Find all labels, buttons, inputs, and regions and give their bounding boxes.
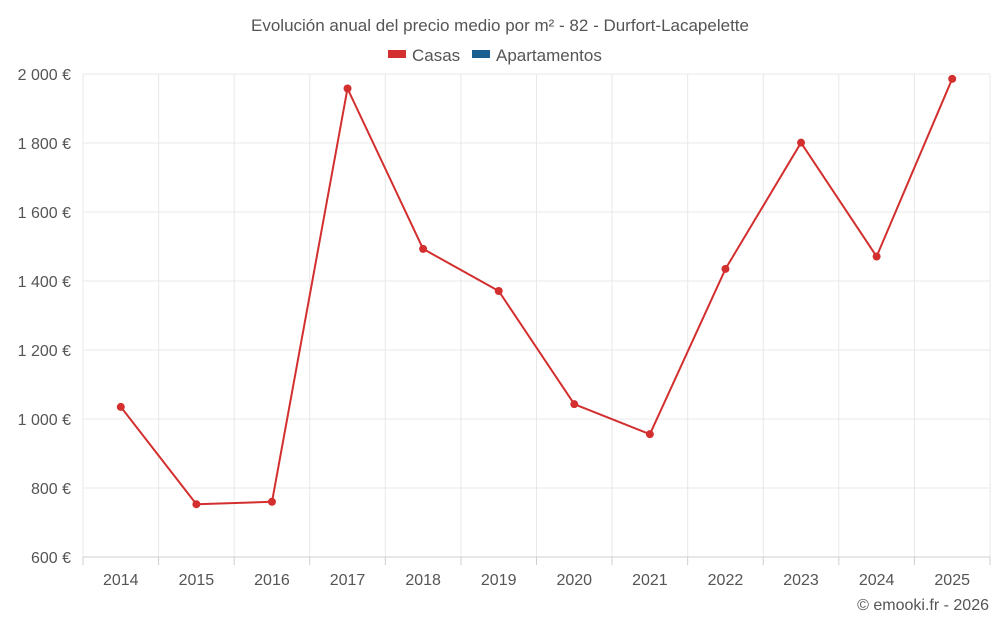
data-point-casas[interactable] xyxy=(872,252,881,261)
x-tick-label: 2018 xyxy=(405,572,441,589)
data-point-casas[interactable] xyxy=(419,244,428,253)
data-point-casas[interactable] xyxy=(645,430,654,439)
y-tick-label: 600 € xyxy=(31,550,71,567)
series-line-casas xyxy=(120,78,954,506)
axes: 600 € 800 € 1 000 € 1 200 € 1 400 € 1 600 € 1 … xyxy=(18,67,991,589)
x-tick-label: 2022 xyxy=(708,572,744,589)
y-tick-label: 1 600 € xyxy=(18,205,71,222)
chart-title: Evolución anual del precio medio por m² … xyxy=(251,16,749,35)
data-point-casas[interactable] xyxy=(570,400,579,409)
x-tick-label: 2016 xyxy=(254,572,290,589)
y-tick-label: 1 200 € xyxy=(18,343,71,360)
y-tick-label: 800 € xyxy=(31,481,71,498)
y-tick-label: 2 000 € xyxy=(18,67,71,84)
data-point-casas[interactable] xyxy=(797,138,806,147)
legend-swatch-apartamentos[interactable] xyxy=(472,50,490,58)
y-tick-label: 1 800 € xyxy=(18,136,71,153)
grid xyxy=(82,73,991,557)
data-point-casas[interactable] xyxy=(267,497,276,506)
data-point-casas[interactable] xyxy=(192,500,201,509)
x-tick-label: 2021 xyxy=(632,572,668,589)
y-tick-label: 1 400 € xyxy=(18,274,71,291)
legend-label-apartamentos[interactable]: Apartamentos xyxy=(496,46,602,65)
data-point-casas[interactable] xyxy=(116,402,125,411)
legend-swatch-casas[interactable] xyxy=(388,50,406,58)
y-tick-label: 1 000 € xyxy=(18,412,71,429)
x-tick-label: 2020 xyxy=(556,572,592,589)
credit-text: © emooki.fr - 2026 xyxy=(857,597,989,614)
x-tick-label: 2024 xyxy=(859,572,895,589)
series-casas xyxy=(116,74,957,509)
data-point-casas[interactable] xyxy=(494,287,503,296)
legend: Casas Apartamentos xyxy=(388,46,602,65)
data-point-casas[interactable] xyxy=(948,74,957,83)
x-tick-label: 2023 xyxy=(783,572,819,589)
legend-label-casas[interactable]: Casas xyxy=(412,46,460,65)
x-tick-label: 2019 xyxy=(481,572,517,589)
x-tick-label: 2025 xyxy=(934,572,970,589)
x-tick-label: 2014 xyxy=(103,572,139,589)
data-point-casas[interactable] xyxy=(721,264,730,273)
x-tick-label: 2015 xyxy=(179,572,215,589)
x-tick-label: 2017 xyxy=(330,572,366,589)
data-point-casas[interactable] xyxy=(343,84,352,93)
